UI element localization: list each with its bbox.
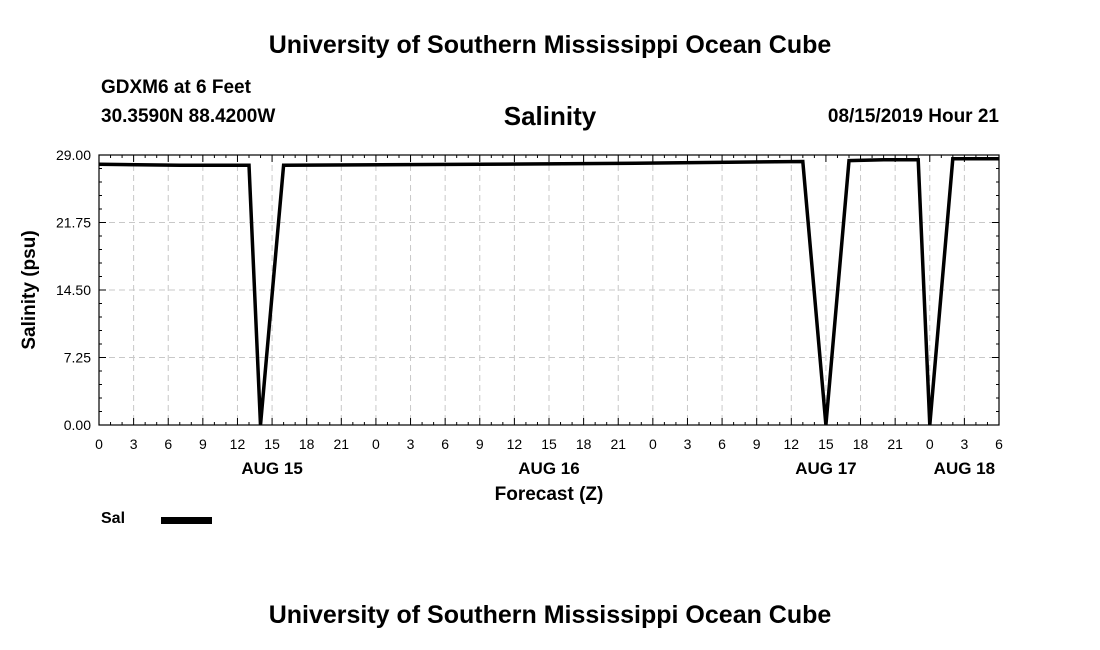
date-label: AUG 17 [795,459,856,478]
legend-label: Sal [101,510,126,527]
x-tick-label: 6 [441,436,449,452]
data-point [825,424,827,426]
chart-title: Salinity [503,101,597,131]
x-tick-label: 15 [818,436,834,452]
data-point [617,162,619,164]
station-name: GDXM6 at 6 Feet [101,77,251,98]
data-point [802,161,804,163]
data-point [929,424,931,426]
bottom-title: University of Southern Mississippi Ocean… [268,601,832,629]
x-tick-label: 18 [853,436,869,452]
y-tick-label: 7.25 [64,350,91,366]
data-point [998,158,1000,160]
x-tick-label: 9 [199,436,207,452]
y-tick-label: 14.50 [56,282,91,298]
y-tick-label: 21.75 [56,215,91,231]
x-tick-label: 6 [718,436,726,452]
x-tick-label: 18 [576,436,592,452]
top-title: University of Southern Mississippi Ocean… [268,31,832,59]
data-point [952,158,954,160]
x-tick-label: 12 [507,436,523,452]
data-point [479,163,481,165]
x-tick-label: 6 [164,436,172,452]
x-tick-label: 3 [684,436,692,452]
x-tick-label: 0 [372,436,380,452]
x-tick-label: 3 [960,436,968,452]
x-tick-label: 3 [130,436,138,452]
data-point [283,164,285,166]
x-axis-label: Forecast (Z) [495,484,604,505]
x-tick-label: 9 [753,436,761,452]
x-tick-label: 0 [649,436,657,452]
x-tick-label: 0 [926,436,934,452]
date-label: AUG 16 [518,459,579,478]
x-tick-label: 12 [784,436,800,452]
date-label: AUG 18 [934,459,995,478]
station-coordinates: 30.3590N 88.4200W [101,106,276,127]
y-axis-label: Salinity (psu) [19,230,40,349]
x-tick-label: 21 [610,436,626,452]
data-point [883,159,885,161]
x-tick-label: 18 [299,436,315,452]
issue-time: 08/15/2019 Hour 21 [827,106,999,127]
y-tick-label: 0.00 [64,417,91,433]
data-point [98,163,100,165]
x-tick-label: 0 [95,436,103,452]
x-tick-label: 21 [887,436,903,452]
x-tick-label: 15 [264,436,280,452]
data-point [248,164,250,166]
data-point [848,160,850,162]
x-tick-label: 21 [334,436,350,452]
x-tick-label: 15 [541,436,557,452]
x-tick-label: 12 [230,436,246,452]
date-label: AUG 15 [241,459,302,478]
y-tick-label: 29.00 [56,147,91,163]
x-tick-label: 6 [995,436,1003,452]
x-tick-label: 9 [476,436,484,452]
data-point [917,159,919,161]
data-point [179,164,181,166]
x-tick-label: 3 [407,436,415,452]
data-point [260,424,262,426]
legend-swatch [161,517,212,524]
